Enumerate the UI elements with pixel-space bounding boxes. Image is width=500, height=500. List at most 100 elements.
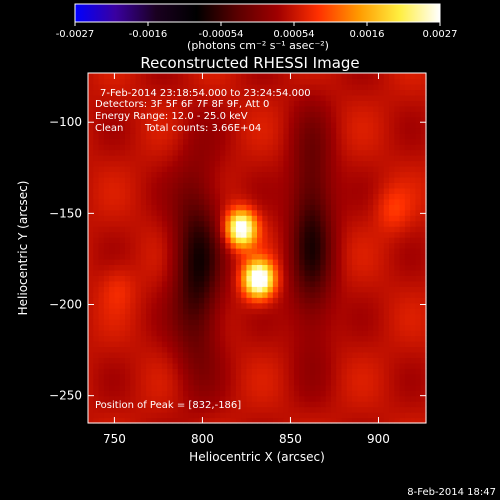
y-tick-label: −200	[49, 298, 82, 312]
heatmap-cell	[214, 116, 221, 123]
heatmap-cell	[151, 182, 158, 189]
heatmap-cell	[299, 269, 306, 276]
heatmap-cell	[177, 237, 184, 244]
heatmap-cell	[367, 395, 374, 402]
heatmap-cell	[177, 269, 184, 276]
heatmap-cell	[130, 368, 137, 375]
heatmap-cell	[114, 286, 121, 293]
heatmap-cell	[309, 111, 316, 118]
heatmap-cell	[193, 395, 200, 402]
heatmap-cell	[109, 362, 116, 369]
heatmap-cell	[257, 401, 263, 408]
heatmap-cell	[235, 237, 242, 244]
heatmap-cell	[88, 149, 94, 156]
heatmap-cell	[124, 406, 131, 413]
heatmap-cell	[193, 302, 200, 309]
heatmap-cell	[262, 160, 269, 167]
heatmap-cell	[410, 291, 417, 298]
heatmap-cell	[220, 176, 226, 183]
heatmap-cell	[410, 357, 417, 364]
heatmap-cell	[251, 176, 258, 183]
heatmap-cell	[246, 78, 253, 85]
heatmap-cell	[98, 78, 105, 85]
heatmap-cell	[383, 264, 390, 271]
heatmap-cell	[130, 127, 137, 134]
heatmap-cell	[114, 308, 121, 315]
heatmap-cell	[172, 379, 179, 386]
heatmap-cell	[315, 291, 321, 298]
heatmap-cell	[156, 291, 163, 298]
heatmap-cell	[404, 220, 411, 227]
heatmap-cell	[399, 368, 406, 375]
heatmap-cell	[330, 160, 337, 167]
heatmap-cell	[304, 302, 311, 309]
heatmap-cell	[103, 417, 110, 424]
heatmap-cell	[399, 275, 406, 282]
heatmap-cell	[257, 395, 263, 402]
heatmap-cell	[114, 248, 121, 255]
heatmap-cell	[341, 253, 348, 260]
heatmap-cell	[315, 155, 321, 162]
heatmap-cell	[109, 105, 116, 112]
heatmap-cell	[161, 417, 168, 424]
heatmap-cell	[278, 248, 285, 255]
heatmap-cell	[257, 384, 263, 391]
heatmap-cell	[404, 204, 411, 211]
heatmap-cell	[124, 351, 131, 358]
heatmap-cell	[183, 412, 189, 419]
heatmap-cell	[389, 182, 395, 189]
heatmap-cell	[357, 138, 364, 145]
heatmap-cell	[225, 176, 232, 183]
heatmap-cell	[399, 248, 406, 255]
heatmap-cell	[288, 160, 295, 167]
heatmap-cell	[109, 280, 116, 287]
heatmap-cell	[288, 379, 295, 386]
heatmap-cell	[320, 111, 327, 118]
heatmap-cell	[288, 116, 295, 123]
heatmap-cell	[262, 346, 269, 353]
heatmap-cell	[346, 187, 353, 194]
heatmap-cell	[151, 319, 158, 326]
heatmap-cell	[241, 237, 248, 244]
heatmap-cell	[404, 280, 411, 287]
heatmap-cell	[346, 204, 353, 211]
heatmap-cell	[188, 319, 195, 326]
heatmap-cell	[304, 335, 311, 342]
heatmap-cell	[394, 280, 401, 287]
heatmap-cell	[119, 215, 126, 222]
heatmap-cell	[156, 127, 163, 134]
heatmap-cell	[204, 308, 211, 315]
heatmap-cell	[373, 78, 380, 85]
heatmap-cell	[241, 357, 248, 364]
heatmap-cell	[262, 193, 269, 200]
heatmap-cell	[130, 160, 137, 167]
heatmap-cell	[93, 160, 100, 167]
heatmap-cell	[357, 116, 364, 123]
heatmap-cell	[177, 324, 184, 331]
heatmap-cell	[288, 390, 295, 397]
heatmap-cell	[336, 275, 343, 282]
heatmap-cell	[267, 269, 274, 276]
heatmap-cell	[389, 351, 395, 358]
heatmap-cell	[373, 351, 380, 358]
heatmap-cell	[410, 73, 417, 80]
heatmap-cell	[394, 193, 401, 200]
heatmap-cell	[98, 198, 105, 205]
heatmap-cell	[167, 100, 174, 107]
heatmap-cell	[98, 308, 105, 315]
heatmap-cell	[146, 193, 152, 200]
heatmap-cell	[140, 280, 147, 287]
heatmap-cell	[88, 94, 94, 101]
heatmap-cell	[188, 379, 195, 386]
heatmap-cell	[130, 215, 137, 222]
heatmap-cell	[309, 351, 316, 358]
heatmap-cell	[357, 406, 364, 413]
heatmap-cell	[278, 231, 285, 238]
heatmap-cell	[367, 335, 374, 342]
heatmap-cell	[214, 335, 221, 342]
heatmap-cell	[352, 73, 358, 80]
heatmap-cell	[188, 171, 195, 178]
heatmap-cell	[135, 193, 142, 200]
heatmap-cell	[383, 258, 390, 266]
heatmap-cell	[341, 258, 348, 266]
